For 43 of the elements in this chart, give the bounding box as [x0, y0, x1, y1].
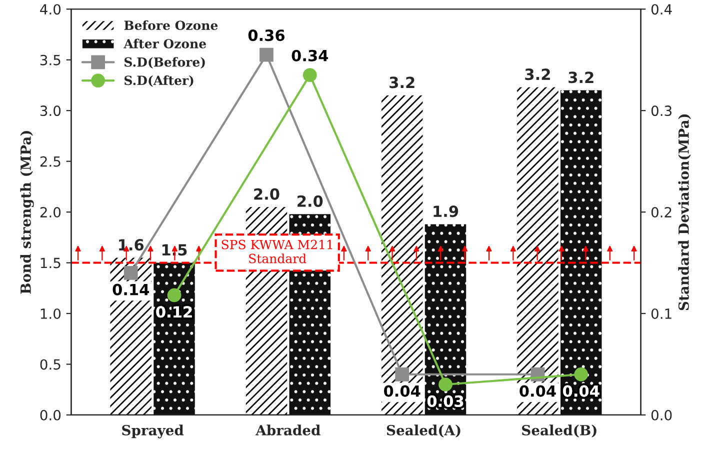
- data-label: 1.6: [119, 239, 144, 251]
- data-label: 0.14: [112, 284, 150, 296]
- y-tick-label: 3.5: [40, 54, 60, 66]
- legend-label: Before Ozone: [124, 20, 218, 30]
- data-label: 0.04: [384, 385, 420, 397]
- y-tick-label: 4.0: [40, 4, 61, 15]
- y-axis-title: Bond strength (MPa): [20, 130, 34, 294]
- y2-tick-label: 0.0: [651, 410, 672, 420]
- y-tick-label: 0.5: [40, 359, 60, 370]
- data-label: 0.03: [427, 395, 464, 407]
- legend-label: S.D(After): [124, 75, 194, 87]
- bar: [381, 95, 423, 415]
- y-tick-label: 1.0: [40, 308, 61, 319]
- data-label: 3.2: [525, 68, 550, 80]
- data-label: 1.9: [434, 206, 458, 218]
- y2-tick-label: 0.3: [651, 106, 672, 116]
- legend-label: S.D(Before): [124, 57, 205, 69]
- x-tick-label: Sprayed: [122, 424, 184, 438]
- y-tick-label: 0.0: [40, 410, 61, 420]
- bar: [154, 262, 195, 415]
- data-label: 0.34: [292, 50, 328, 62]
- legend-label: SPS KWWA M211 Standard: [222, 240, 332, 264]
- y2-axis-title: Standard Deviation(MPa): [678, 114, 691, 310]
- x-tick-label: Sealed(A): [386, 424, 460, 438]
- y2-tick-label: 0.1: [651, 308, 672, 319]
- data-label: 2.0: [298, 195, 323, 207]
- x-tick-label: Sealed(B): [522, 424, 596, 438]
- bar: [424, 224, 466, 415]
- bar: [560, 90, 602, 415]
- y-tick-label: 2.0: [40, 207, 61, 218]
- legend-label: After Ozone: [124, 38, 206, 48]
- y-tick-label: 2.5: [40, 156, 60, 167]
- y2-tick-label: 0.4: [651, 4, 672, 15]
- data-label: 0.36: [248, 30, 285, 42]
- y-tick-label: 3.0: [40, 106, 61, 116]
- y2-tick-label: 0.2: [651, 207, 672, 218]
- y-tick-label: 1.5: [40, 258, 60, 268]
- data-label: 3.2: [568, 72, 594, 84]
- x-tick-label: Abraded: [256, 424, 320, 436]
- data-label: 0.04: [520, 385, 556, 397]
- data-label: 2.0: [254, 188, 280, 200]
- bar: [517, 87, 558, 415]
- data-label: 3.2: [390, 76, 414, 88]
